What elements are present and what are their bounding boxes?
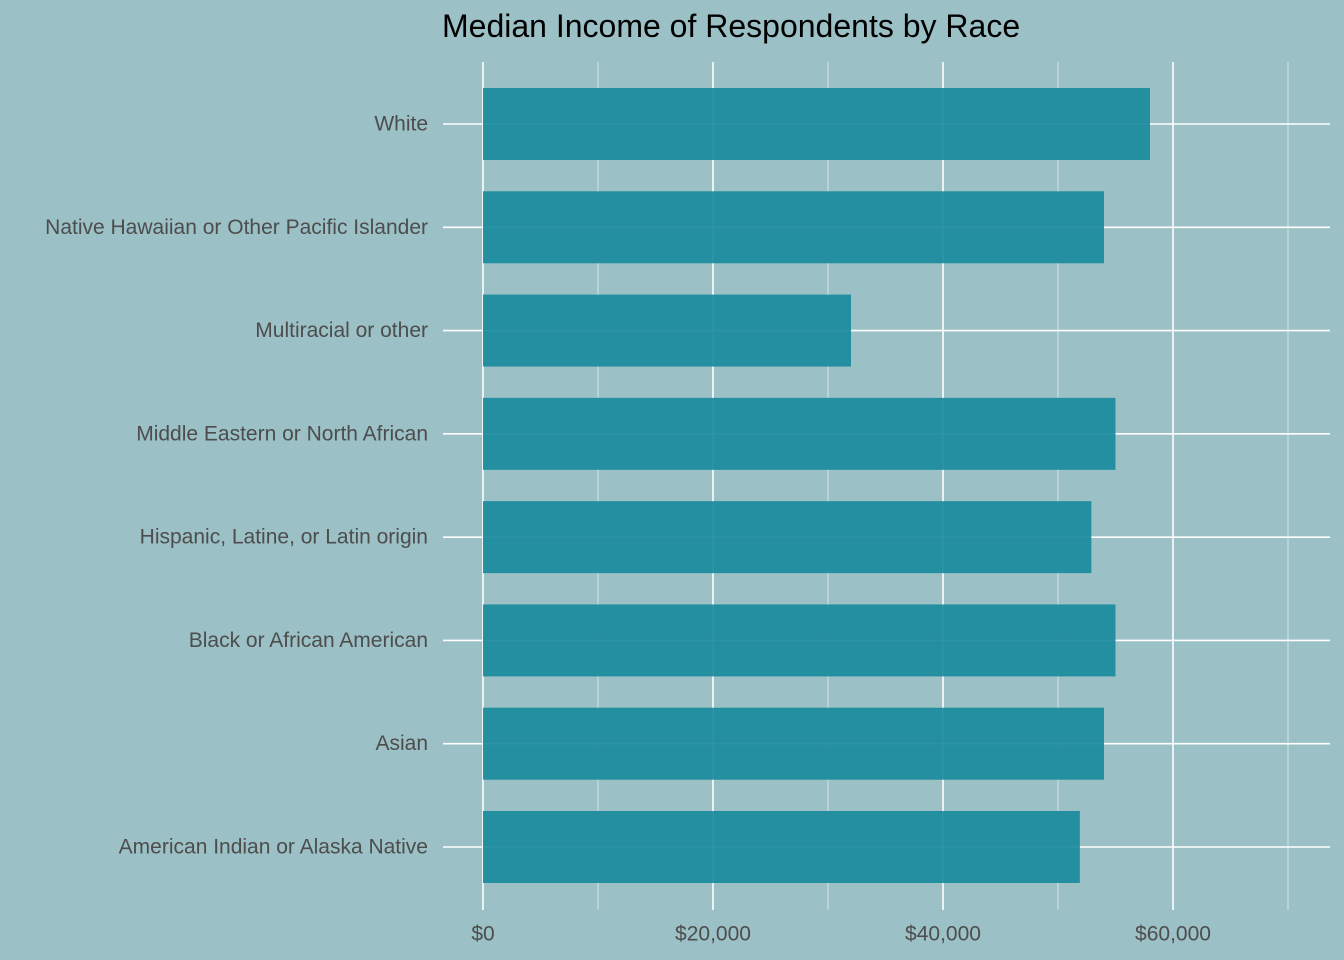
y-tick-label: Multiracial or other xyxy=(255,319,428,342)
y-tick-label: Black or African American xyxy=(189,629,428,652)
bar xyxy=(483,294,851,367)
chart-title: Median Income of Respondents by Race xyxy=(442,8,1021,44)
y-axis-labels: White Native Hawaiian or Other Pacific Is… xyxy=(45,113,428,859)
y-tick-label: American Indian or Alaska Native xyxy=(119,836,428,859)
bar xyxy=(483,397,1116,470)
x-tick-label: $20,000 xyxy=(675,923,751,946)
x-tick-label: $40,000 xyxy=(905,923,981,946)
bar xyxy=(483,501,1092,574)
bar xyxy=(483,707,1104,780)
y-tick-label: Hispanic, Latine, or Latin origin xyxy=(140,526,428,549)
bar xyxy=(483,191,1104,264)
bar xyxy=(483,811,1080,883)
x-tick-label: $60,000 xyxy=(1135,923,1211,946)
x-axis-labels: $0 $20,000 $40,000 $60,000 xyxy=(471,923,1211,946)
y-tick-label: Native Hawaiian or Other Pacific Islande… xyxy=(45,216,428,239)
y-tick-label: Asian xyxy=(375,732,428,755)
y-tick-label: White xyxy=(374,113,428,136)
bar xyxy=(483,604,1116,677)
y-tick-label: Middle Eastern or North African xyxy=(136,422,428,445)
x-tick-label: $0 xyxy=(471,923,494,946)
grid-layer xyxy=(443,62,1330,910)
bars-layer xyxy=(483,88,1150,883)
bar xyxy=(483,88,1150,160)
